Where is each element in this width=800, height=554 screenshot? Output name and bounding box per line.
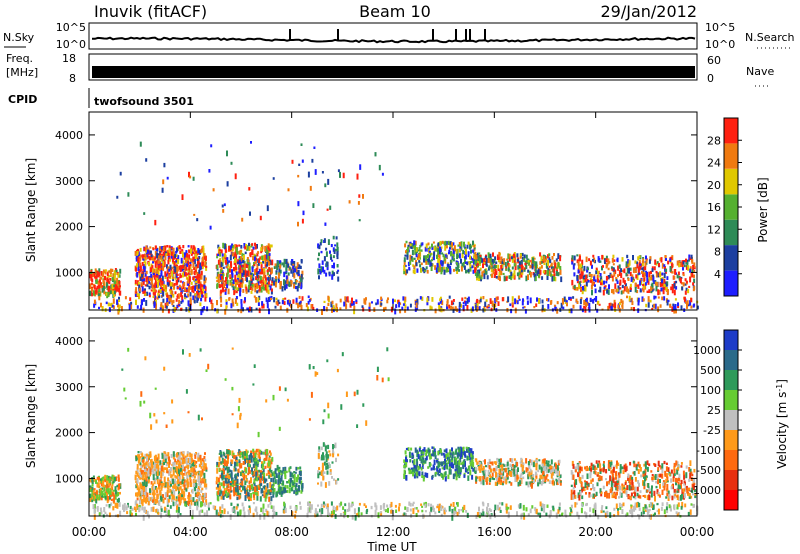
colorbar-tick-label: 500	[700, 364, 721, 377]
freq-panel: Freq. [MHz] 18 8 60 0 Nave	[6, 52, 774, 87]
time-tick-label: 08:00	[274, 525, 309, 539]
cpid-panel: CPID twofsound 3501	[8, 88, 194, 108]
power-colorbar-label: Power [dB]	[756, 177, 770, 242]
colorbar-swatch	[724, 194, 738, 220]
colorbar-swatch	[724, 350, 738, 370]
colorbar-tick-label: 100	[700, 384, 721, 397]
freq-label: Freq.	[6, 52, 33, 65]
nsky-panel: N.Sky 10^5 10^0 10^5 10^0 N.Search	[3, 21, 795, 51]
time-tick-label: 00:00	[680, 525, 715, 539]
colorbar-tick-label: 24	[707, 157, 721, 170]
time-tick-label: 20:00	[578, 525, 613, 539]
colorbar-tick-label: 28	[707, 134, 721, 147]
colorbar-swatch	[724, 390, 738, 410]
colorbar-tick-label: 8	[714, 246, 721, 259]
date-title: 29/Jan/2012	[600, 2, 697, 21]
nave-tick-top: 60	[707, 54, 721, 67]
nsearch-tick-bottom: 10^0	[705, 38, 735, 51]
nsky-label: N.Sky	[3, 31, 35, 44]
colorbar-tick-label: 20	[707, 179, 721, 192]
freq-tick-bottom: 8	[69, 72, 76, 85]
range-tick-label: 2000	[55, 221, 83, 234]
nsky-tick-top: 10^5	[56, 21, 86, 34]
cpid-label: CPID	[8, 93, 37, 106]
range-tick-label: 3000	[55, 175, 83, 188]
colorbar-tick-label: -100	[696, 444, 721, 457]
range-tick-label: 4000	[55, 129, 83, 142]
time-tick-label: 16:00	[477, 525, 512, 539]
colorbar-swatch	[724, 330, 738, 350]
range-tick-label: 1000	[55, 472, 83, 485]
colorbar-tick-label: -25	[703, 424, 721, 437]
freq-tick-top: 18	[62, 52, 76, 65]
nsearch-tick-top: 10^5	[705, 21, 735, 34]
colorbar-swatch	[724, 490, 738, 510]
x-axis-label: Time UT	[366, 540, 417, 554]
colorbar-tick-label: 25	[707, 404, 721, 417]
nave-bar	[92, 66, 695, 78]
colorbar-swatch	[724, 270, 738, 296]
nave-tick-bottom: 0	[707, 72, 714, 85]
beam-title: Beam 10	[359, 2, 431, 21]
colorbar-swatch	[724, 143, 738, 169]
colorbar-tick-label: 16	[707, 201, 721, 214]
power-data	[89, 141, 699, 316]
colorbar-tick-label: 1000	[693, 344, 721, 357]
time-tick-label: 00:00	[72, 525, 107, 539]
colorbar-tick-label: 4	[714, 268, 721, 281]
colorbar-swatch	[724, 410, 738, 430]
power-colorbar: 4 8 12 16 20 24 28	[707, 117, 742, 297]
colorbar-swatch	[724, 168, 738, 195]
colorbar-swatch	[724, 450, 738, 470]
nsky-trace	[91, 36, 696, 44]
freq-unit: [MHz]	[6, 66, 38, 79]
colorbar-swatch	[724, 370, 738, 390]
velocity-ylabel: Slant Range [km]	[24, 364, 38, 468]
colorbar-tick-label: -500	[696, 464, 721, 477]
x-axis: 00:00 04:00 08:00 12:00 16:00 20:00 00:00	[72, 112, 715, 539]
nsearch-label: N.Search	[745, 31, 795, 44]
velocity-colorbar-label: Velocity [m s-1]	[775, 379, 790, 469]
colorbar-swatch	[724, 470, 738, 490]
cpid-value: twofsound 3501	[94, 95, 194, 108]
station-title: Inuvik (fitACF)	[94, 2, 207, 21]
range-tick-label: 4000	[55, 335, 83, 348]
velocity-colorbar: -1000 -500 -100 -25 25 100 500 1000	[689, 329, 742, 511]
nsky-tick-bottom: 10^0	[56, 38, 86, 51]
power-panel: 1000 2000 3000 4000 Slant Range [km] 4 8 12 16…	[24, 111, 770, 316]
colorbar-swatch	[724, 245, 738, 271]
time-tick-label: 04:00	[173, 525, 208, 539]
time-tick-label: 12:00	[376, 525, 411, 539]
colorbar-swatch	[724, 430, 738, 450]
colorbar-tick-label: -1000	[689, 484, 721, 497]
range-tick-label: 3000	[55, 381, 83, 394]
colorbar-swatch	[724, 118, 738, 144]
nave-label: Nave	[746, 65, 774, 78]
colorbar-swatch	[724, 219, 738, 246]
range-tick-label: 1000	[55, 266, 83, 279]
power-ylabel: Slant Range [km]	[24, 158, 38, 262]
colorbar-tick-label: 12	[707, 223, 721, 236]
range-tick-label: 2000	[55, 427, 83, 440]
